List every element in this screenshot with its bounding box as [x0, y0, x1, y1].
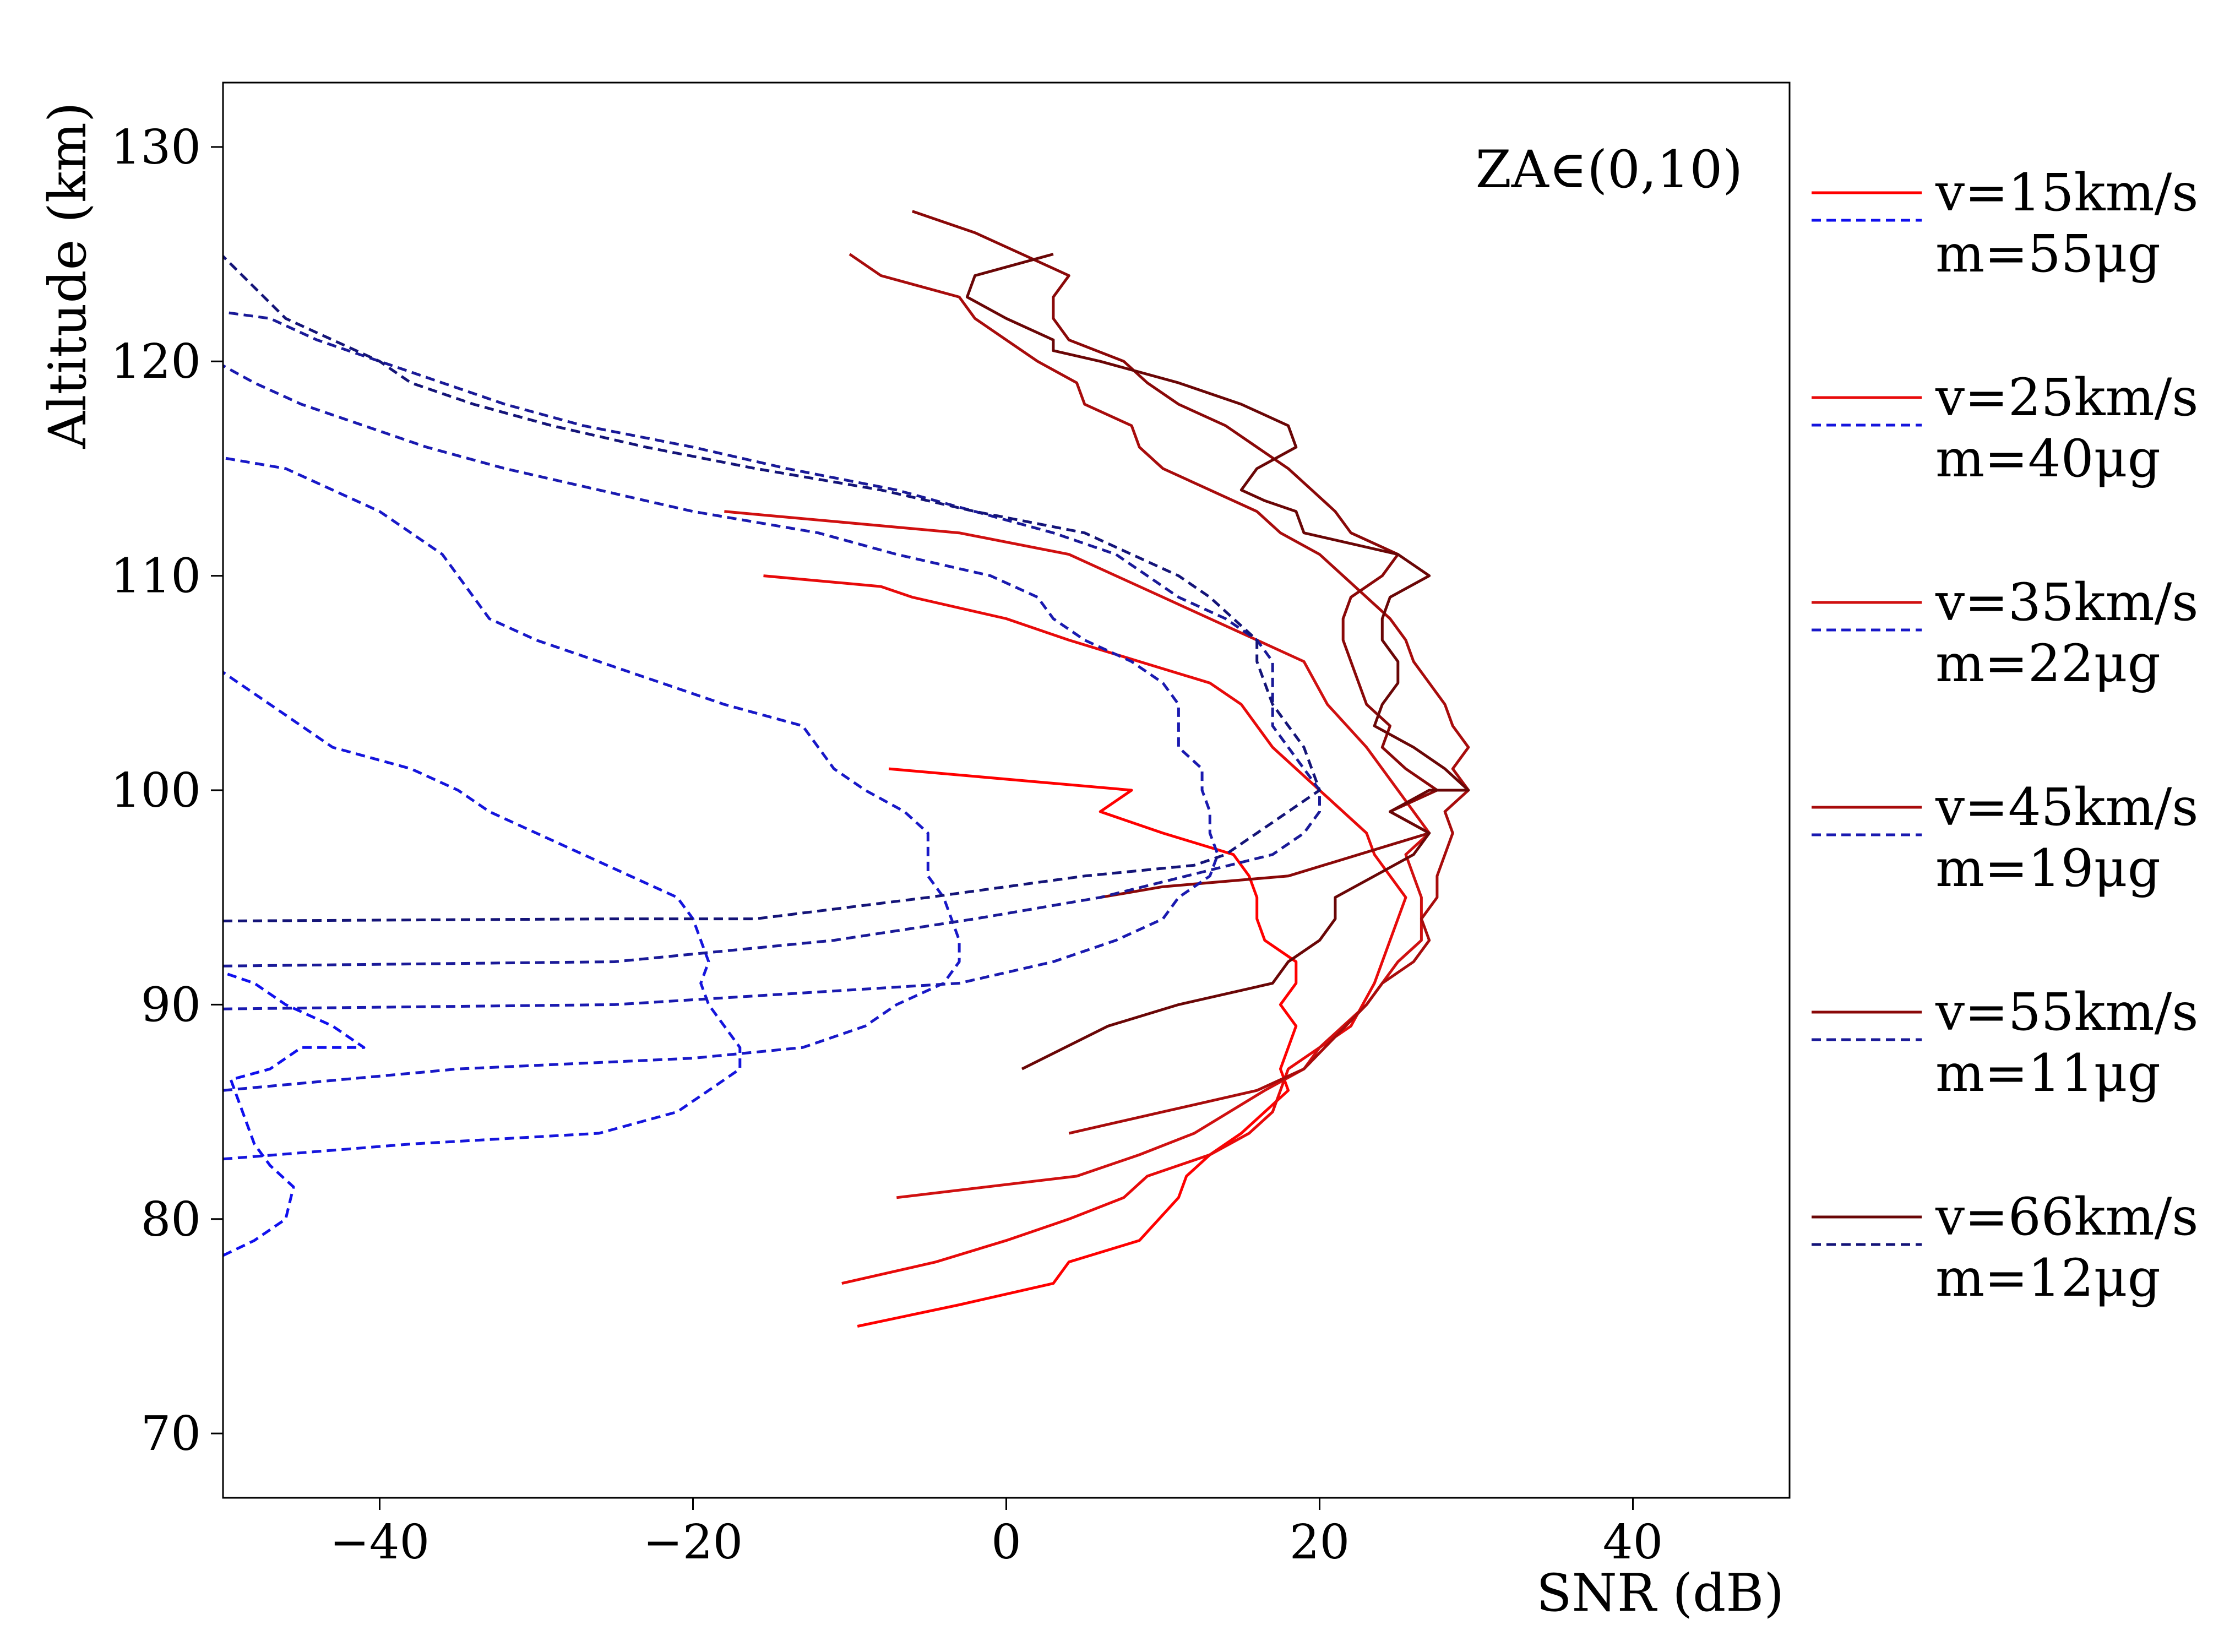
legend-mass-label: m=22μg — [1935, 634, 2161, 694]
legend-velocity-label: v=55km/s — [1935, 982, 2198, 1042]
dashed-series-line-6 — [223, 971, 366, 1257]
solid-series-line-2 — [724, 510, 1431, 1199]
solid-series-line-5 — [965, 253, 1470, 1070]
legend-mass-label: m=12μg — [1935, 1248, 2161, 1308]
y-tick-label: 100 — [111, 763, 201, 818]
y-tick-label: 90 — [141, 977, 201, 1032]
x-tick-label: 40 — [1603, 1515, 1663, 1570]
legend-velocity-label: v=25km/s — [1935, 368, 2198, 428]
legend: v=15km/sm=55μg v=25km/sm=40μg v=35km/sm=22… — [1812, 163, 2198, 1308]
x-axis-title: SNR (dB) — [1536, 1563, 1784, 1623]
solid-series-line-3 — [849, 253, 1470, 1135]
y-axis-title: Altitude (km) — [38, 102, 98, 449]
y-tick-label: 80 — [141, 1192, 201, 1247]
dashed-series-line-9 — [223, 364, 1220, 1010]
axis-ticks: −40 −20 0 20 40 70 80 90 100 110 120 130 — [111, 120, 1663, 1570]
dashed-series-line-8 — [223, 456, 961, 1092]
y-tick-label: 120 — [111, 334, 201, 389]
x-tick-label: −40 — [330, 1515, 430, 1570]
y-tick-label: 110 — [111, 549, 201, 604]
series-layer — [223, 210, 1470, 1328]
y-tick-label: 70 — [141, 1406, 201, 1461]
x-tick-label: 0 — [991, 1515, 1021, 1570]
solid-series-line-0 — [857, 767, 1298, 1328]
za-annotation: ZA∈(0,10) — [1476, 140, 1743, 200]
dashed-series-line-11 — [223, 255, 1321, 922]
x-tick-label: −20 — [643, 1515, 743, 1570]
legend-velocity-label: v=45km/s — [1935, 778, 2198, 838]
y-tick-label: 130 — [111, 120, 201, 175]
legend-mass-label: m=19μg — [1935, 839, 2161, 899]
legend-velocity-label: v=35km/s — [1935, 573, 2198, 633]
legend-velocity-label: v=15km/s — [1935, 163, 2198, 223]
solid-series-line-1 — [763, 574, 1407, 1285]
legend-mass-label: m=11μg — [1935, 1044, 2161, 1104]
legend-mass-label: m=40μg — [1935, 429, 2161, 489]
legend-velocity-label: v=66km/s — [1935, 1187, 2198, 1247]
legend-mass-label: m=55μg — [1935, 224, 2161, 284]
x-tick-label: 20 — [1290, 1515, 1350, 1570]
dashed-series-line-7 — [223, 671, 742, 1161]
